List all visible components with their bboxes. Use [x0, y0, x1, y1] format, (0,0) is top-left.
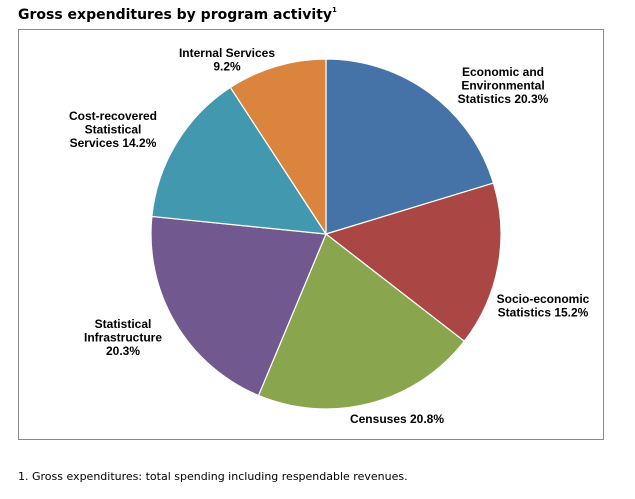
slice-label-line: 20.3% [106, 344, 140, 358]
slice-label-line: 9.2% [213, 60, 241, 74]
slice-label-internal-services: Internal Services 9.2% [179, 46, 275, 74]
slice-label-line: Statistics 15.2% [498, 306, 589, 320]
pie-slices [150, 58, 502, 410]
slice-label-socio-economic-statistics: Socio-economic Statistics 15.2% [497, 292, 590, 320]
slice-label-line: Infrastructure [84, 331, 162, 345]
pie-slice-cost-recovered-statistical-services [151, 86, 328, 235]
pie-slice-internal-services [229, 58, 327, 237]
slice-label-economic-and-environmental-statistics: Economic and Environmental Statistics 20.3… [458, 65, 549, 106]
pie-slice-censuses [257, 233, 466, 410]
pie-slice-statistical-infrastructure [150, 215, 327, 397]
chart-frame: Economic and Environmental Statistics 20.3… [18, 29, 604, 440]
footnote: 1. Gross expenditures: total spending in… [18, 470, 408, 483]
pie-slice-socio-economic-statistics [324, 182, 502, 343]
slice-label-censuses: Censuses 20.8% [350, 412, 444, 426]
slice-label-statistical-infrastructure: Statistical Infrastructure 20.3% [84, 317, 162, 358]
slice-label-line: Environmental [461, 79, 544, 93]
slice-label-line: Statistics 20.3% [458, 92, 549, 106]
slice-label-line: Cost-recovered [69, 109, 157, 123]
chart-title: Gross expenditures by program activity1 [18, 6, 337, 23]
slice-label-line: Censuses 20.8% [350, 412, 444, 426]
slice-label-line: Statistical [85, 123, 142, 137]
pie-labels: Economic and Environmental Statistics 20.3… [69, 46, 590, 426]
slice-label-line: Socio-economic [497, 292, 590, 306]
slice-label-line: Internal Services [179, 46, 275, 60]
slice-label-line: Services 14.2% [70, 136, 157, 150]
pie-chart: Economic and Environmental Statistics 20.3… [69, 46, 590, 426]
slice-label-line: Economic and [462, 65, 544, 79]
pie-slice-economic-and-environmental-statistics [325, 58, 495, 235]
slice-label-cost-recovered-statistical-services: Cost-recovered Statistical Services 14.2% [69, 109, 157, 150]
title-footnote-mark: 1 [332, 6, 337, 15]
chart-title-text: Gross expenditures by program activity [18, 7, 333, 23]
slice-label-line: Statistical [95, 317, 152, 331]
